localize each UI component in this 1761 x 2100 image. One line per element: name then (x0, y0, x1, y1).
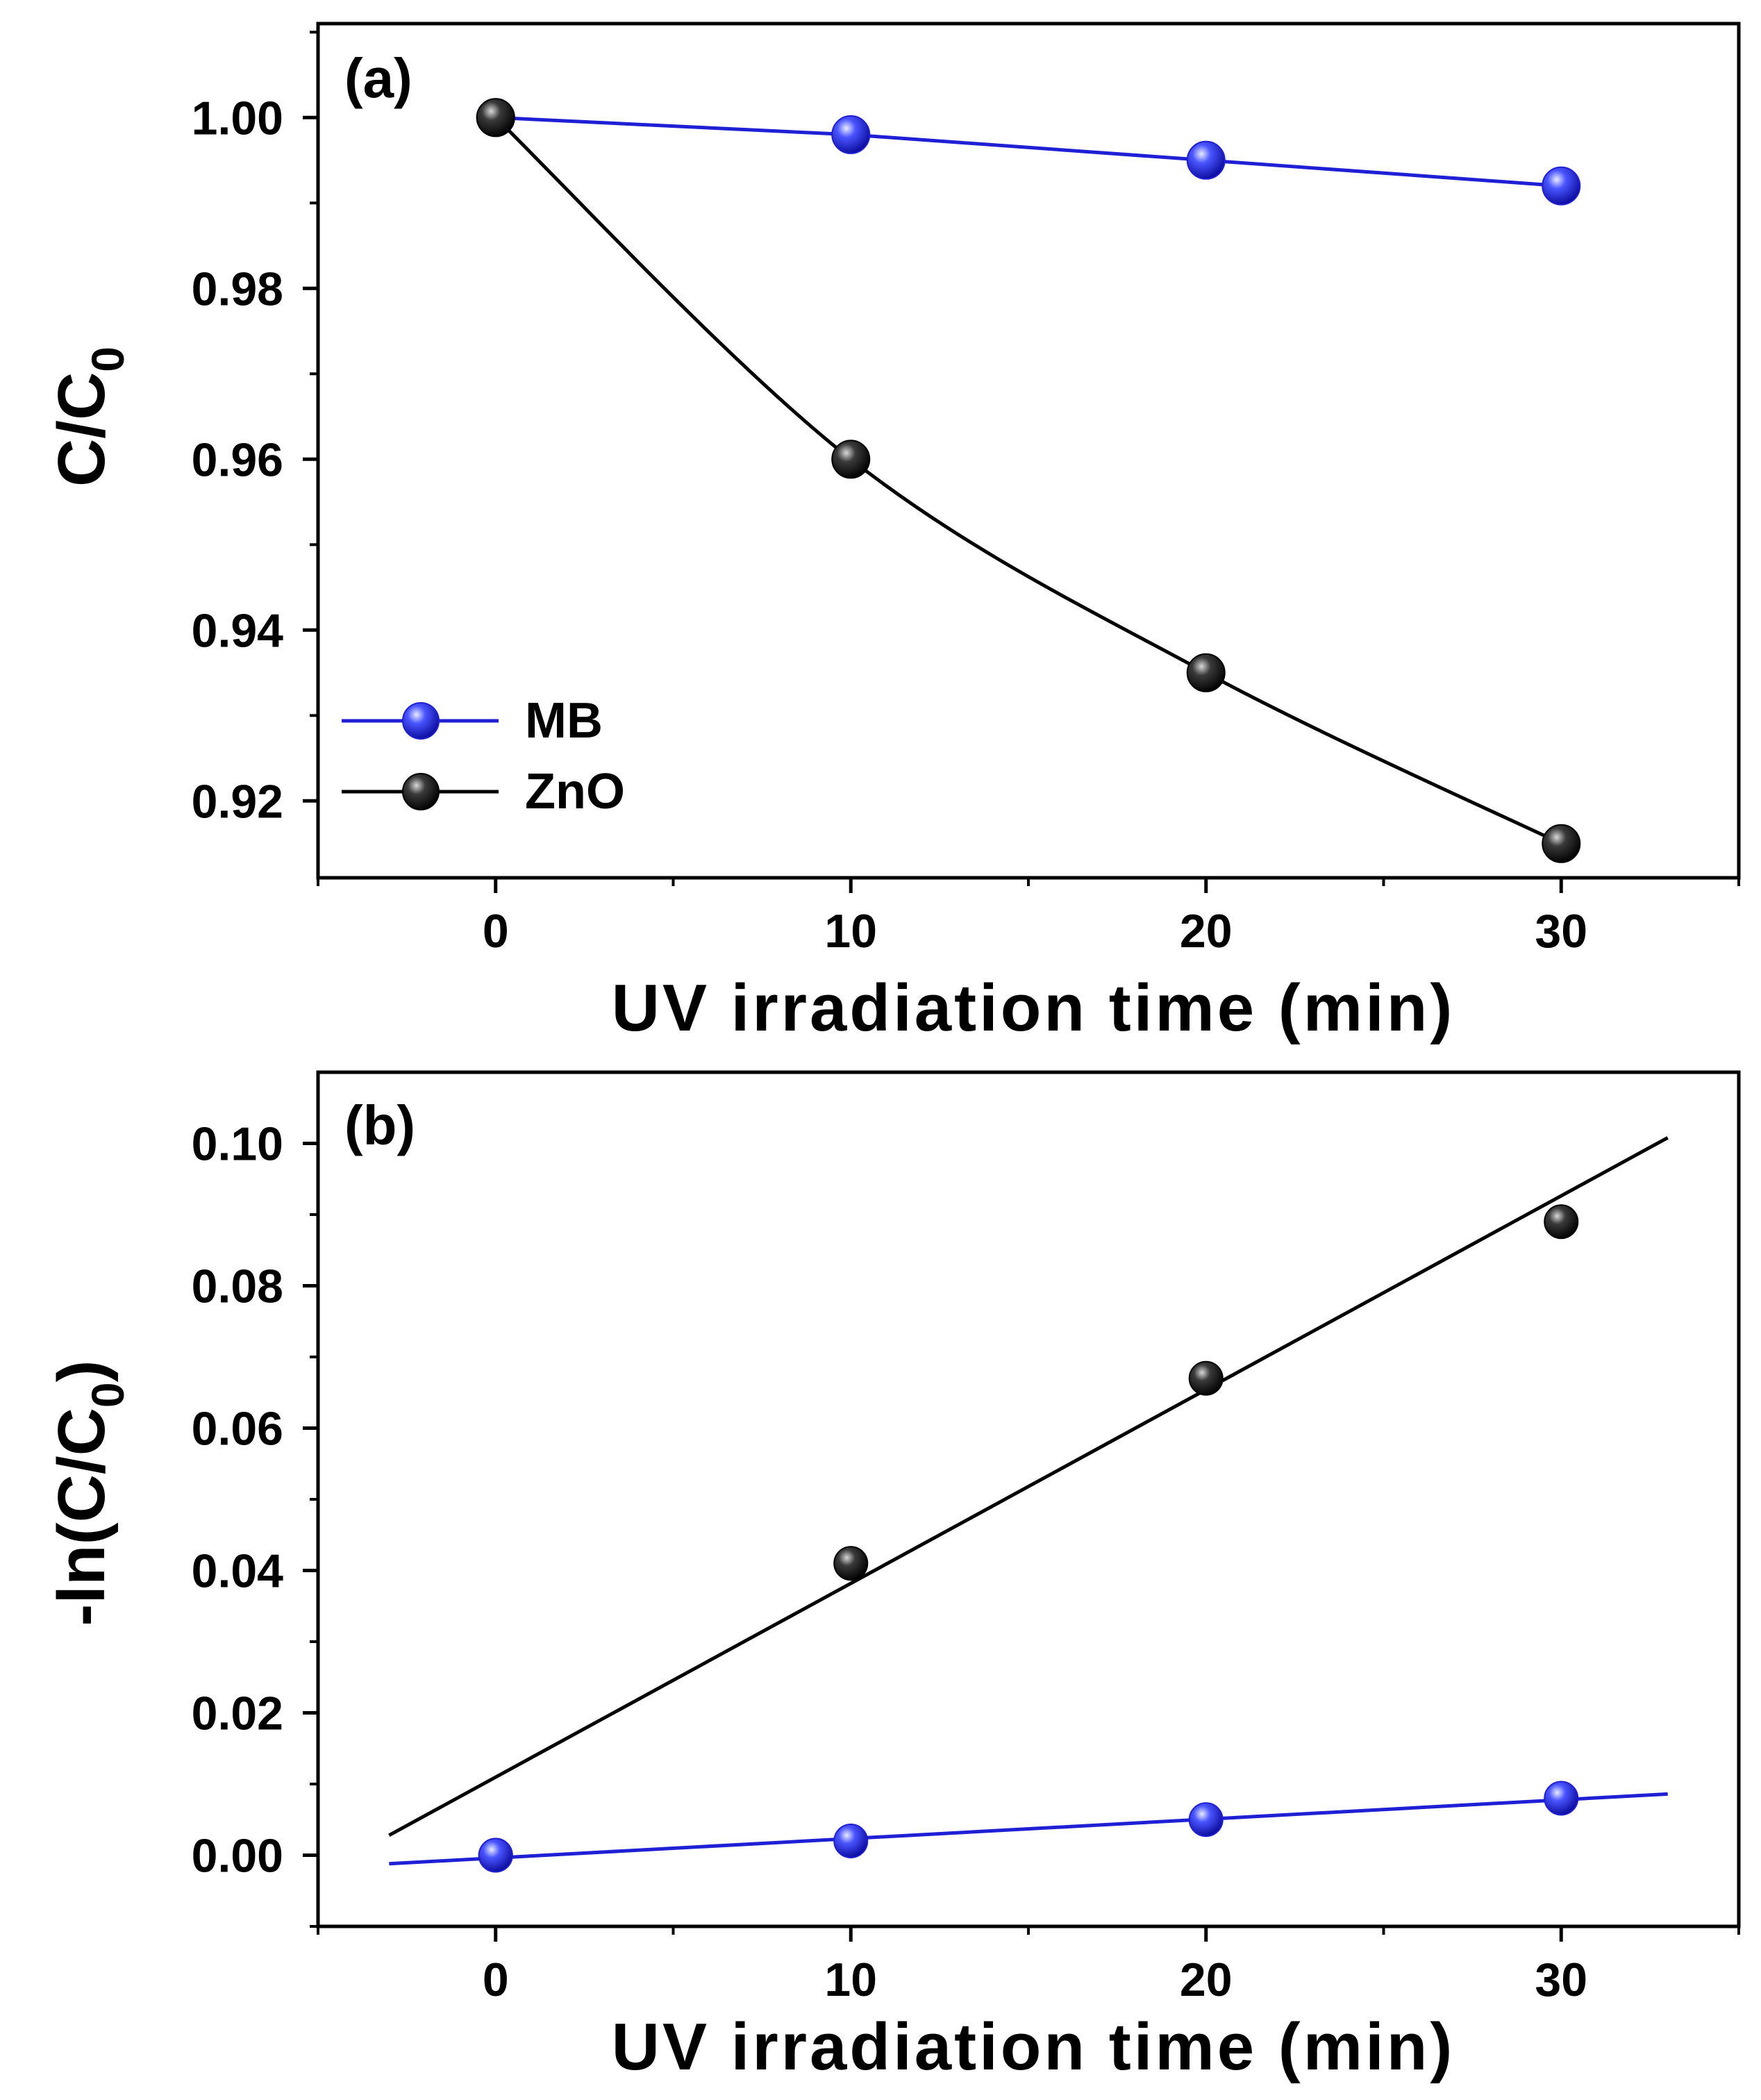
data-point-mb (1542, 166, 1581, 206)
legend-marker-zno (402, 773, 440, 810)
series-lines-a (494, 115, 1562, 846)
series-markers-a (476, 98, 1581, 863)
y-ticks-b: 0.00 0.02 0.04 0.06 0.08 0.10 (192, 1118, 318, 1928)
fit-line-mb (389, 1792, 1668, 1866)
x-tick-label: 30 (1535, 1953, 1587, 2006)
legend-label-zno: ZnO (525, 764, 625, 819)
legend-item-mb: MB (342, 693, 603, 749)
y-tick-label: 0.96 (192, 433, 283, 486)
x-axis-label-a: UV irradiation time (min) (612, 971, 1455, 1045)
data-point-mb (1188, 1802, 1224, 1838)
y-tick-label: 0.06 (192, 1403, 283, 1456)
data-point-zno (831, 440, 871, 479)
y-tick-label: 1.00 (192, 92, 283, 144)
chart-panel-a: 0.92 0.94 0.96 0.98 1.00 0 10 20 30 (a) UV irra… (44, 22, 1741, 1045)
data-point-zno (1542, 824, 1581, 863)
series-line-zno (494, 116, 1562, 846)
y-tick-label: 0.08 (192, 1260, 283, 1313)
x-ticks-a: 0 10 20 30 (317, 878, 1740, 958)
data-point-mb (1186, 140, 1226, 180)
data-point-zno (1186, 653, 1226, 692)
y-ticks-a: 0.92 0.94 0.96 0.98 1.00 (192, 31, 318, 828)
y-axis-label-b-close: ) (44, 1360, 119, 1382)
data-point-zno (476, 98, 515, 138)
y-axis-label-b-main: -ln(C/C (44, 1408, 119, 1626)
y-axis-label-a: C/C0 (44, 347, 133, 487)
legend-label-mb: MB (525, 693, 603, 749)
series-markers-b (478, 1204, 1579, 1873)
panel-label-b: (b) (344, 1094, 415, 1156)
data-point-mb (833, 1824, 869, 1858)
x-tick-label: 0 (483, 1953, 509, 2006)
y-tick-label: 0.04 (192, 1545, 284, 1598)
y-tick-label: 0.00 (192, 1830, 283, 1883)
y-axis-label-a-sub: 0 (82, 347, 133, 372)
x-tick-label: 10 (824, 905, 877, 958)
data-point-mb (831, 115, 871, 154)
data-point-mb (478, 1838, 513, 1873)
x-axis-label-b: UV irradiation time (min) (612, 2010, 1455, 2084)
y-tick-label: 0.10 (192, 1118, 283, 1171)
x-tick-label: 20 (1180, 1953, 1233, 2006)
x-tick-label: 30 (1535, 905, 1587, 958)
y-tick-label: 0.92 (192, 775, 283, 828)
series-lines-b (388, 1136, 1669, 1866)
x-tick-label: 0 (483, 905, 509, 958)
panel-label-a: (a) (344, 47, 412, 109)
chart-panel-b: 0.00 0.02 0.04 0.06 0.08 0.10 0 10 20 30 (b) UV … (44, 1070, 1741, 2084)
y-tick-label: 0.02 (192, 1688, 283, 1740)
legend-marker-mb (402, 702, 440, 740)
y-tick-label: 0.98 (192, 262, 283, 315)
y-axis-label-a-main: C/C (44, 372, 119, 487)
plot-frame-b (316, 1070, 1741, 1928)
y-axis-label-b-sub: 0 (82, 1382, 133, 1408)
x-ticks-b: 0 10 20 30 (317, 1926, 1740, 2006)
legend-a: MB ZnO (342, 693, 625, 819)
fit-line-zno (388, 1136, 1669, 1837)
x-tick-label: 10 (824, 1953, 877, 2006)
data-point-mb (1544, 1781, 1579, 1816)
legend-item-zno: ZnO (342, 764, 625, 819)
x-tick-label: 20 (1180, 905, 1233, 958)
data-point-zno (1544, 1204, 1579, 1240)
data-point-zno (833, 1546, 869, 1581)
series-line-mb (495, 115, 1562, 188)
y-tick-label: 0.94 (192, 604, 284, 657)
data-point-zno (1188, 1360, 1224, 1396)
y-axis-label-b: -ln(C/C0) (44, 1360, 133, 1626)
